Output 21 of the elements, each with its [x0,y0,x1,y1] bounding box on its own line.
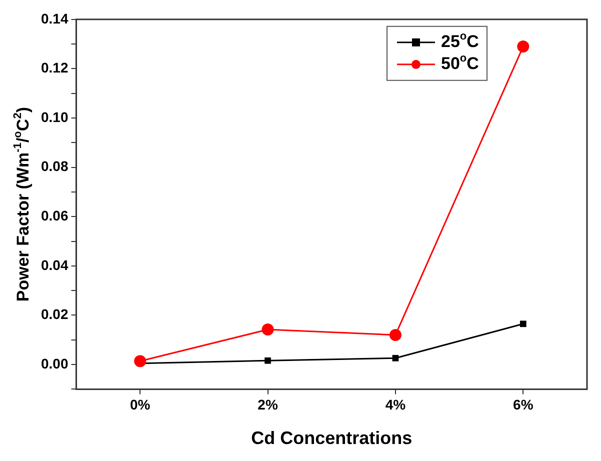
x-tick-label: 4% [385,396,406,412]
y-axis-title: Power Factor (Wm-1/oC2) [12,106,33,302]
x-tick-label: 2% [258,396,278,412]
y-tick-label: 0.14 [41,10,68,26]
point [392,354,399,362]
point [517,40,530,53]
y-tick-label: 0.10 [41,108,68,125]
x-tick-label: 6% [513,396,534,412]
y-tick-label: 0.12 [41,60,68,76]
y-tick-label: 0.04 [41,256,68,273]
y-tick-label: 0.08 [41,158,68,174]
point [262,324,274,336]
y-tick-label: 0.06 [41,207,68,224]
point [264,357,271,364]
point [389,328,402,341]
point [134,355,146,368]
y-tick-label: 0.02 [41,306,68,322]
x-tick-label: 0% [130,396,151,412]
x-axis-title: Cd Concentrations [251,428,412,448]
text: 0.00 [41,355,68,372]
point [520,320,526,328]
